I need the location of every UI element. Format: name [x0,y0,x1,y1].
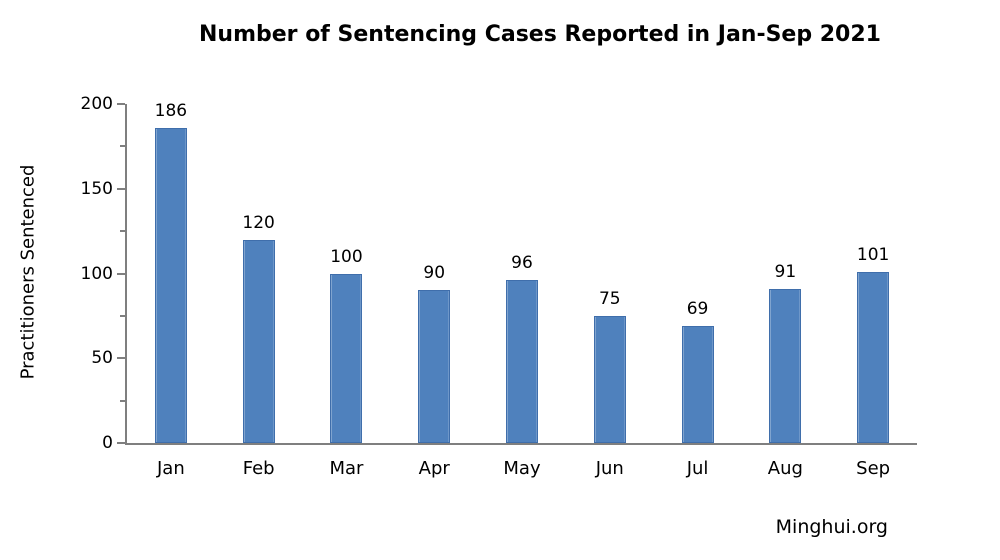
bar-jul [681,326,714,443]
bar-feb [242,239,275,443]
y-major-tick [117,187,125,190]
x-tick-label: Aug [767,458,803,479]
x-tick-label: Jan [157,458,185,479]
bar-mar [330,273,363,443]
bar-value-label: 69 [686,299,709,320]
bar-may [506,280,538,443]
y-tick-label: 100 [80,263,113,284]
bar-value-label: 186 [154,100,188,121]
bar-value-label: 100 [330,246,363,267]
y-tick-label: 150 [80,178,113,199]
y-major-tick [117,103,125,105]
y-tick-label: 0 [102,433,113,453]
y-tick-label: 50 [91,348,113,369]
bar-value-label: 96 [511,253,533,274]
bar-jan [154,127,187,443]
y-tick-label: 200 [80,94,113,114]
bar-value-label: 90 [423,263,446,284]
bar-sep [857,271,890,443]
bar-apr [418,290,451,443]
x-tick-label: Jul [686,458,709,479]
y-major-tick [117,272,125,275]
y-minor-tick [120,314,125,317]
bar-value-label: 101 [856,244,890,265]
bar-jun [593,315,626,443]
x-tick-label: Feb [242,458,275,479]
y-minor-tick [120,145,125,148]
y-minor-tick [120,399,125,402]
bar-value-label: 120 [242,212,275,233]
x-tick-label: Apr [418,458,450,479]
y-major-tick [117,357,125,360]
bar-value-label: 91 [774,261,797,282]
y-minor-tick [120,230,125,233]
chart-title: Number of Sentencing Cases Reported in J… [199,22,881,47]
x-tick-label: Jun [595,458,624,479]
y-major-tick [117,442,125,444]
bar-value-label: 75 [598,288,621,309]
y-axis-label: Practitioners Sentenced [17,164,39,380]
x-tick-label: Sep [856,458,891,479]
x-tick-label: Mar [329,458,364,479]
x-tick-label: May [503,458,541,479]
plot-area: 0 50 100 150 200 186 Jan 120 Feb 100 Mar 90 Apr 96 May… [81,94,917,479]
source-attribution: Minghui.org [775,516,888,538]
bar-aug [769,288,802,443]
